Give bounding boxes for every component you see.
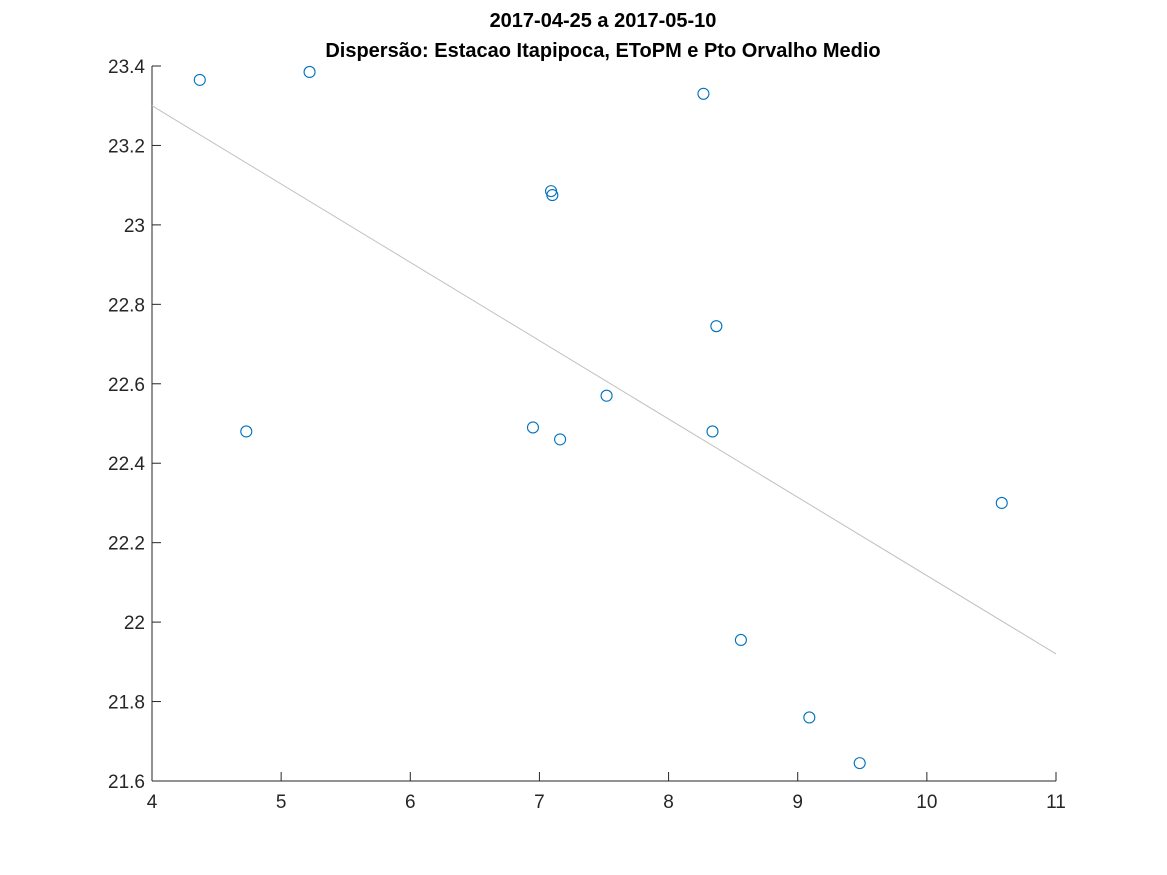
data-point xyxy=(600,389,613,402)
x-tick-label: 5 xyxy=(276,792,287,813)
data-point xyxy=(706,425,719,438)
plot-area: 4 5 6 7 8 9 10 11 21.6 21.8 22 22.2 22.4 22.6 22.8 23 23… xyxy=(108,57,1066,813)
data-point xyxy=(803,711,816,724)
data-point xyxy=(303,65,316,79)
data-point xyxy=(546,189,559,202)
data-point xyxy=(240,425,253,438)
data-point xyxy=(526,421,540,434)
x-tick-label: 9 xyxy=(792,792,803,813)
y-tick-label: 22 xyxy=(124,613,145,634)
chart-subtitle: Dispersão: Estacao Itapipoca, EToPM e Pt… xyxy=(325,40,880,62)
y-tick-label: 22.8 xyxy=(108,295,145,316)
y-tick-label: 23.4 xyxy=(108,57,145,78)
x-tick-label: 8 xyxy=(663,792,674,813)
y-tick-label: 23 xyxy=(124,216,145,237)
data-point xyxy=(734,633,747,647)
fit-line xyxy=(151,105,1057,655)
y-tick-label: 22.2 xyxy=(108,534,145,555)
data-point xyxy=(853,757,866,770)
data-point xyxy=(697,87,710,100)
chart-title: 2017-04-25 a 2017-05-10 xyxy=(490,10,717,32)
data-point xyxy=(710,320,723,333)
data-point xyxy=(995,496,1008,509)
y-tick-label: 22.6 xyxy=(108,375,145,396)
data-point xyxy=(554,433,567,446)
y-tick-label: 22.4 xyxy=(108,454,145,475)
x-tick-label: 7 xyxy=(534,792,545,813)
y-tick-label: 23.2 xyxy=(108,136,145,157)
y-tick-label: 21.8 xyxy=(108,693,145,714)
x-tick-label: 6 xyxy=(405,792,416,813)
x-tick-label: 4 xyxy=(147,792,158,813)
x-tick-label: 10 xyxy=(916,792,937,813)
y-tick-label: 21.6 xyxy=(108,772,145,793)
x-tick-label: 11 xyxy=(1046,792,1066,813)
data-point xyxy=(193,73,206,86)
